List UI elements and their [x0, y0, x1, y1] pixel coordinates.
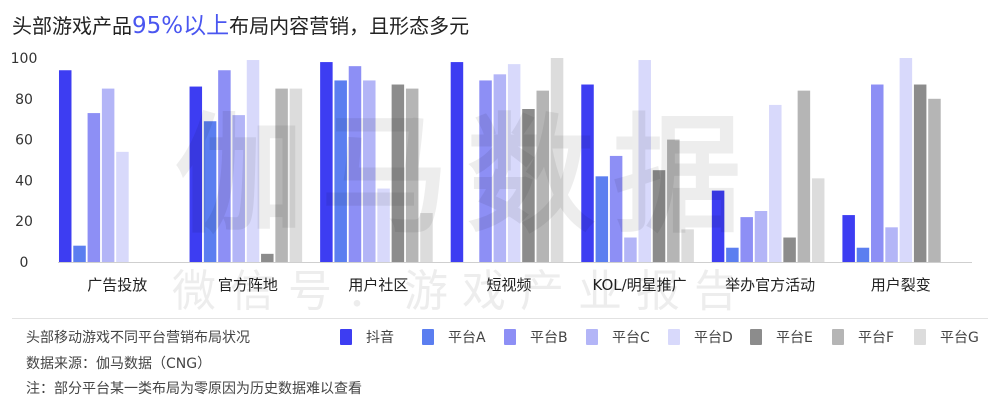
bar [101, 88, 115, 262]
bar [754, 211, 768, 262]
legend-swatch [422, 329, 434, 345]
title-highlight: 95%以上 [132, 13, 230, 39]
bar [261, 253, 274, 262]
bar [769, 104, 782, 262]
bar [899, 58, 913, 262]
bar [203, 121, 217, 263]
bar [450, 62, 464, 262]
bar [726, 247, 739, 262]
legend-label: 抖音 [366, 330, 394, 346]
legend-item: 平台G [914, 327, 996, 347]
bar [550, 58, 564, 262]
bar [348, 66, 362, 262]
bar [58, 70, 72, 263]
legend-item: 平台E [750, 327, 832, 347]
chart-caption: 头部移动游戏不同平台营销布局状况 [26, 330, 250, 346]
bar [320, 62, 333, 262]
bar [885, 227, 898, 262]
legend-item: 抖音 [340, 327, 422, 347]
bar [581, 84, 594, 262]
legend-item: 平台A [422, 327, 504, 347]
title-prefix: 头部游戏产品 [12, 14, 132, 38]
bar [928, 98, 941, 262]
legend-label: 平台G [940, 330, 979, 346]
bar [681, 229, 694, 262]
bar [913, 84, 927, 262]
legend-swatch [586, 329, 598, 345]
x-tick-label: 用户社区 [348, 276, 408, 294]
bar [493, 74, 507, 262]
bar [624, 237, 637, 262]
y-tick-label: 40 [15, 173, 33, 189]
bar [811, 178, 825, 262]
bar [363, 80, 376, 262]
legend-label: 平台D [694, 330, 733, 346]
footer-divider [12, 318, 988, 319]
legend-label: 平台E [776, 330, 813, 346]
x-tick-label: 广告投放 [87, 276, 147, 294]
legend-label: 平台A [448, 330, 486, 346]
bar [783, 237, 796, 262]
legend-swatch [750, 329, 762, 345]
y-tick-label: 60 [15, 133, 33, 149]
bar [334, 80, 347, 262]
bar [391, 84, 405, 262]
bar [232, 115, 245, 263]
bar [73, 245, 86, 262]
legend-item: 平台C [586, 327, 668, 347]
bar-chart: 0 20 40 60 80 100 广告投放 官方阵地 用户社区 短视频 KOL/明星推广 举办官方活… [11, 51, 972, 294]
bar [522, 109, 535, 262]
bar [507, 64, 521, 263]
legend-label: 平台B [530, 330, 568, 346]
bar [218, 70, 231, 263]
chart-title: 头部游戏产品95%以上布局内容营销，且形态多元 [12, 6, 469, 40]
legend-label: 平台F [858, 330, 895, 346]
bar [797, 90, 811, 262]
bar [871, 84, 884, 262]
bar [842, 215, 855, 262]
footnote: 注：部分平台某一类布局为零原因为历史数据难以查看 [26, 381, 362, 397]
legend-swatch [340, 329, 352, 345]
bar [536, 90, 549, 262]
bar [246, 60, 260, 262]
legend-swatch [832, 329, 844, 345]
x-tick-label: 举办官方活动 [725, 276, 815, 294]
x-tick-label: KOL/明星推广 [592, 276, 686, 294]
bar [116, 151, 129, 262]
x-tick-label: 短视频 [486, 276, 531, 294]
title-suffix: 布局内容营销，且形态多元 [229, 14, 470, 38]
bar [638, 60, 651, 262]
bar [420, 213, 433, 262]
data-source: 数据来源：伽马数据（CNG） [26, 356, 212, 372]
x-tick-label: 用户裂变 [871, 276, 931, 294]
y-tick-label: 100 [11, 51, 38, 67]
legend-swatch [914, 329, 926, 345]
bar [667, 139, 680, 262]
legend-swatch [504, 329, 516, 345]
bar [856, 247, 870, 262]
y-tick-label: 0 [20, 255, 29, 271]
bar [377, 188, 390, 262]
x-tick-label: 官方阵地 [218, 276, 278, 294]
bar [652, 170, 666, 262]
bar [740, 217, 753, 262]
y-tick-label: 20 [15, 214, 33, 230]
bar [289, 88, 303, 262]
bar [711, 190, 725, 262]
bar [595, 176, 609, 262]
bar [87, 113, 101, 262]
bar [609, 155, 623, 262]
y-tick-label: 80 [15, 92, 33, 108]
bar [275, 88, 288, 262]
legend-label: 平台C [612, 330, 650, 346]
legend-item: 平台D [668, 327, 750, 347]
legend-item: 平台B [504, 327, 586, 347]
legend-swatch [668, 329, 680, 345]
bar [479, 80, 492, 262]
legend: 抖音 平台A 平台B 平台C 平台D 平台E 平台F 平台G [340, 327, 996, 347]
legend-item: 平台F [832, 327, 914, 347]
bar [189, 86, 203, 262]
bar [405, 88, 419, 262]
